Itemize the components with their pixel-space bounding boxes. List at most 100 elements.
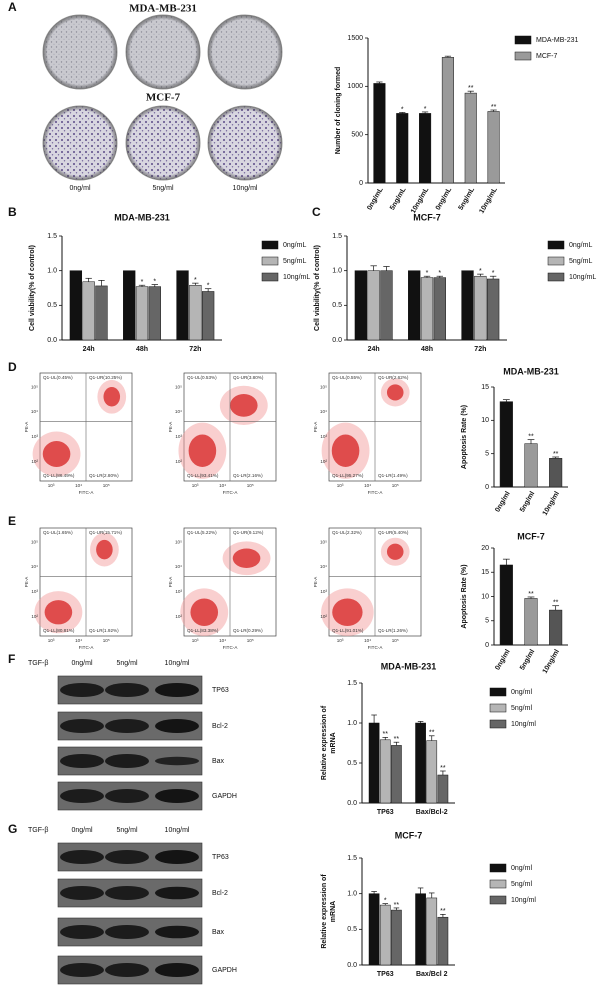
y-tick-label: 10² [175,459,182,464]
chart-title: MCF-7 [395,830,423,840]
protein-band [60,683,104,697]
x-tick-label: Bax/Bcl-2 [416,809,448,816]
y-tick-label: 10⁵ [31,539,38,544]
quadrant-label: Q1-LR(1.92%) [89,628,119,633]
legend-swatch [489,687,507,697]
significance: * [401,106,404,113]
y-tick-label: 10 [481,593,489,600]
x-tick-label: 10³ [337,483,344,488]
protein-band [155,925,199,939]
bar [524,443,538,488]
cell-cluster [190,598,219,627]
bar [549,609,563,646]
bar [379,904,391,966]
bar [426,740,438,804]
y-tick-label: 10³ [31,434,38,439]
protein-band [155,719,199,733]
y-axis-label: Relative expression of [321,705,328,780]
quadrant-label: Q1-LR(0.29%) [233,628,263,633]
protein-band [60,963,104,977]
bar [461,270,474,341]
dish-rim [126,15,200,89]
x-tick-label: 5ng/ml [519,490,536,513]
x-tick-label: 10⁴ [75,483,82,488]
cell-cluster [96,539,113,560]
bar [69,270,83,341]
quadrant-label: Q1-UR(2.62%) [378,375,409,380]
y-tick-label: 1.0 [332,268,342,275]
x-tick-label: 10³ [48,638,55,643]
quadrant-label: Q1-UR(15.71%) [89,530,122,535]
panel-letter: B [8,205,17,219]
significance: ** [528,434,534,441]
cell-cluster [332,598,363,627]
quadrant-label: Q1-LR(1.49%) [378,473,408,478]
y-tick-label: 0.5 [332,302,342,309]
y-tick-label: 5 [485,451,489,458]
y-axis-label: Apoptosis Rate (%) [461,405,468,469]
y-tick-label: 0.5 [47,302,57,309]
significance: ** [394,736,400,743]
dish-rim [43,106,117,180]
bar [549,458,563,488]
significance: ** [491,104,497,111]
y-axis-label: mRNA [330,732,337,753]
x-axis-label: FITC-A [223,490,239,495]
bar [391,909,402,966]
significance: * [207,283,210,290]
x-tick-label: 5ng/mL [389,186,408,212]
y-tick-label: 0.0 [332,337,342,344]
x-tick-label: 10⁴ [219,483,226,488]
bar [82,281,95,341]
legend-swatch [489,863,507,873]
legend-label: 5ng/ml [511,705,532,712]
quadrant-label: Q1-LL(86.49%) [43,473,75,478]
bar [368,893,380,966]
bar [415,722,426,804]
quadrant-label: Q1-LR(2.80%) [89,473,119,478]
x-tick-label: 10³ [48,483,55,488]
panel-letter: F [8,652,15,666]
band-label: GAPDH [212,793,237,800]
x-tick-label: 10⁴ [364,483,371,488]
significance: * [426,270,429,277]
y-tick-label: 10⁴ [175,409,182,414]
x-tick-label: 0ng/ml [494,648,511,671]
bar [433,277,446,341]
legend-swatch [261,272,279,282]
chart-title: MDA-MB-231 [381,661,437,671]
x-tick-label: 10ng/mL [478,186,499,215]
y-axis-label: mRNA [330,901,337,922]
x-tick-label: 48h [136,346,148,353]
legend-swatch [514,35,532,45]
legend-label: 10ng/ml [511,897,536,904]
x-tick-label: 72h [474,346,486,353]
protein-band [60,886,104,900]
legend-label: 5ng/mL [283,258,306,265]
y-tick-label: 0 [485,484,489,491]
y-tick-label: 10⁴ [31,409,38,414]
legend-label: 10ng/mL [569,274,596,281]
x-tick-label: 72h [189,346,201,353]
bar [189,284,202,341]
cell-cluster [188,434,217,467]
y-tick-label: 1500 [347,35,363,42]
protein-band [105,789,149,803]
protein-band [105,683,149,697]
x-tick-label: 10ng/ml [542,648,561,674]
x-tick-label: Bax/Bcl 2 [416,971,448,978]
bar [123,270,136,341]
bar [441,57,454,184]
protein-band [155,850,199,864]
x-axis-label: FITC-A [79,645,95,650]
x-tick-label: TP63 [377,809,394,816]
y-tick-label: 1.5 [332,233,342,240]
bar [426,897,438,966]
y-tick-label: 1.5 [347,680,357,687]
x-tick-label: 48h [421,346,433,353]
x-tick-label: 24h [368,346,380,353]
quadrant-label: Q1-UL(0.53%) [187,375,217,380]
bar [368,722,380,804]
legend-swatch [489,703,507,713]
